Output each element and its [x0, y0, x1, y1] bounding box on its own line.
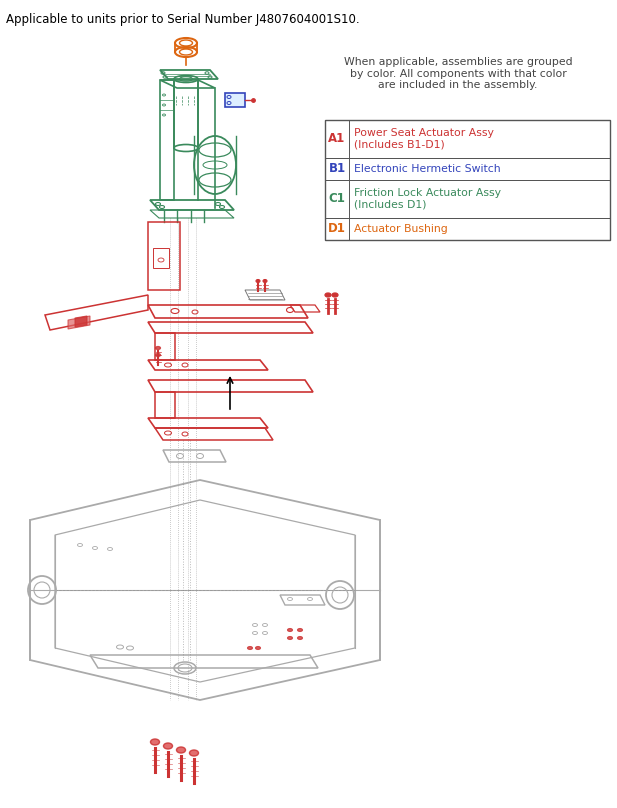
Ellipse shape — [325, 293, 331, 297]
Polygon shape — [75, 316, 87, 327]
Text: A1: A1 — [328, 133, 346, 145]
Bar — [325, 180, 610, 218]
Bar — [325, 120, 610, 240]
Ellipse shape — [297, 637, 302, 639]
Bar — [325, 218, 610, 240]
Bar — [325, 158, 610, 180]
Ellipse shape — [263, 280, 267, 283]
Ellipse shape — [288, 637, 292, 639]
Text: Power Seat Actuator Assy
(Includes B1-D1): Power Seat Actuator Assy (Includes B1-D1… — [354, 128, 494, 149]
Ellipse shape — [297, 629, 302, 632]
Ellipse shape — [255, 646, 260, 650]
Ellipse shape — [247, 646, 252, 650]
Ellipse shape — [155, 347, 160, 350]
Text: Actuator Bushing: Actuator Bushing — [354, 224, 448, 234]
Ellipse shape — [256, 280, 260, 283]
Bar — [153, 248, 169, 268]
Ellipse shape — [164, 743, 173, 749]
Text: B1: B1 — [328, 162, 346, 175]
Ellipse shape — [151, 739, 160, 745]
Ellipse shape — [176, 747, 186, 753]
Bar — [325, 120, 610, 158]
Bar — [225, 93, 245, 107]
Polygon shape — [68, 316, 90, 329]
Text: C1: C1 — [329, 192, 346, 205]
Ellipse shape — [189, 750, 199, 756]
Ellipse shape — [332, 293, 338, 297]
Text: D1: D1 — [328, 222, 346, 235]
Ellipse shape — [155, 354, 160, 356]
Text: Applicable to units prior to Serial Number J4807604001S10.: Applicable to units prior to Serial Numb… — [6, 13, 360, 26]
Text: Friction Lock Actuator Assy
(Includes D1): Friction Lock Actuator Assy (Includes D1… — [354, 188, 501, 210]
Text: Electronic Hermetic Switch: Electronic Hermetic Switch — [354, 164, 500, 174]
Ellipse shape — [288, 629, 292, 632]
Text: When applicable, assemblies are grouped
by color. All components with that color: When applicable, assemblies are grouped … — [344, 57, 573, 90]
